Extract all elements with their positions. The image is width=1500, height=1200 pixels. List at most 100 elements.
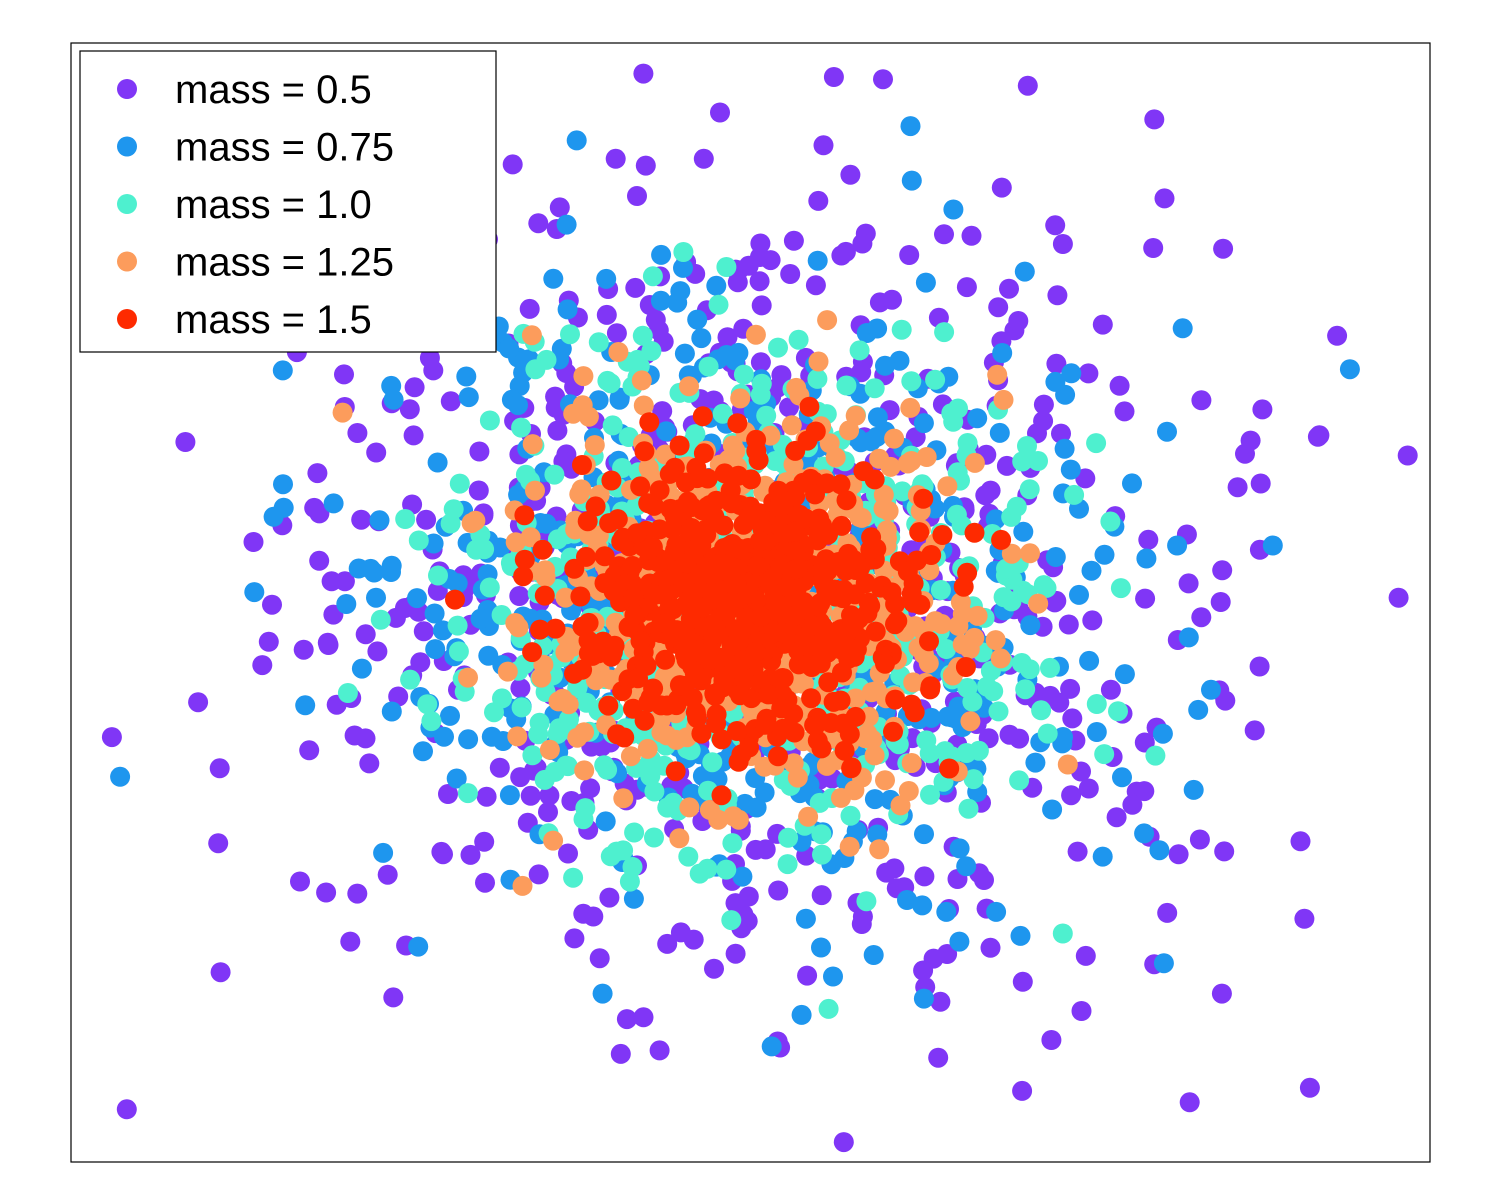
scatter-point (849, 340, 870, 361)
scatter-point (651, 244, 672, 265)
scatter-point (905, 616, 926, 637)
scatter-point (1047, 285, 1068, 306)
scatter-point (479, 577, 500, 598)
scatter-point (797, 965, 818, 986)
scatter-point (1079, 650, 1100, 671)
scatter-point (307, 463, 328, 484)
scatter-point (716, 859, 737, 880)
scatter-point (730, 388, 751, 409)
scatter-point (882, 289, 902, 310)
scatter-point (446, 768, 467, 789)
scatter-point (845, 688, 866, 709)
scatter-point (934, 322, 955, 343)
scatter-point (588, 332, 609, 353)
scatter-point (1045, 547, 1066, 567)
scatter-point (956, 277, 977, 298)
scatter-point (408, 530, 429, 551)
scatter-point (508, 395, 528, 416)
scatter-point (433, 844, 453, 865)
scatter-point (366, 587, 386, 608)
scatter-point (318, 635, 339, 655)
scatter-point (1397, 445, 1418, 466)
scatter-point (678, 846, 699, 867)
scatter-point (596, 268, 617, 289)
scatter-point (1114, 664, 1135, 685)
scatter-point (755, 839, 776, 860)
scatter-point (838, 648, 859, 669)
legend-label: mass = 1.5 (175, 298, 372, 342)
scatter-point (811, 824, 832, 845)
scatter-point (428, 565, 448, 586)
scatter-point (605, 148, 626, 169)
scatter-point (351, 509, 372, 530)
scatter-point (457, 783, 478, 804)
legend-box (79, 50, 497, 353)
scatter-point (479, 410, 500, 431)
scatter-point (448, 641, 469, 662)
scatter-point (447, 615, 468, 636)
scatter-point (913, 413, 934, 434)
scatter-point (958, 798, 979, 819)
scatter-point (845, 706, 866, 727)
scatter-point (355, 728, 376, 749)
scatter-point (630, 630, 651, 651)
scatter-point (474, 831, 495, 852)
scatter-point (808, 351, 829, 372)
scatter-point (797, 633, 818, 654)
scatter-point (1060, 459, 1081, 480)
scatter-point (1138, 529, 1159, 550)
scatter-point (531, 667, 552, 688)
scatter-point (864, 789, 885, 810)
scatter-point (1033, 575, 1054, 596)
scatter-point (377, 864, 398, 885)
scatter-point (920, 784, 940, 805)
scatter-point (977, 676, 997, 697)
scatter-point (876, 520, 897, 541)
scatter-point (937, 476, 958, 497)
scatter-point (913, 988, 934, 1009)
scatter-point (809, 792, 830, 813)
scatter-point (532, 539, 553, 560)
scatter-point (656, 421, 677, 442)
scatter-point (989, 422, 1010, 443)
scatter-point (1114, 401, 1135, 422)
scatter-point (836, 490, 857, 511)
scatter-point (175, 432, 196, 452)
scatter-point (785, 541, 806, 562)
scatter-point (901, 371, 922, 392)
scatter-point (1058, 614, 1079, 635)
scatter-point (1179, 1092, 1200, 1113)
scatter-point (539, 785, 560, 806)
scatter-point (481, 726, 502, 747)
scatter-point (698, 356, 719, 377)
scatter-point (901, 753, 922, 773)
scatter-point (626, 523, 647, 544)
scatter-point (588, 390, 609, 411)
scatter-point (791, 1004, 812, 1025)
scatter-point (664, 505, 685, 526)
scatter-point (1214, 841, 1235, 862)
scatter-point (739, 506, 760, 527)
scatter-point (711, 560, 732, 581)
scatter-point (475, 872, 495, 893)
scatter-point (635, 155, 656, 176)
scatter-point (1041, 1030, 1062, 1050)
scatter-point (1028, 593, 1049, 614)
scatter-point (731, 744, 752, 765)
scatter-point (1212, 560, 1233, 581)
scatter-point (534, 585, 555, 606)
scatter-point (722, 833, 743, 854)
scatter-point (648, 552, 669, 573)
scatter-point (825, 447, 846, 468)
scatter-point (918, 653, 939, 674)
scatter-point (655, 649, 676, 670)
scatter-point (798, 654, 818, 675)
scatter-point (710, 102, 730, 123)
scatter-point (867, 318, 888, 339)
scatter-point (490, 537, 511, 558)
scatter-point (505, 613, 526, 633)
scatter-point (720, 594, 741, 615)
scatter-point (511, 697, 532, 718)
scatter-point (856, 891, 877, 912)
